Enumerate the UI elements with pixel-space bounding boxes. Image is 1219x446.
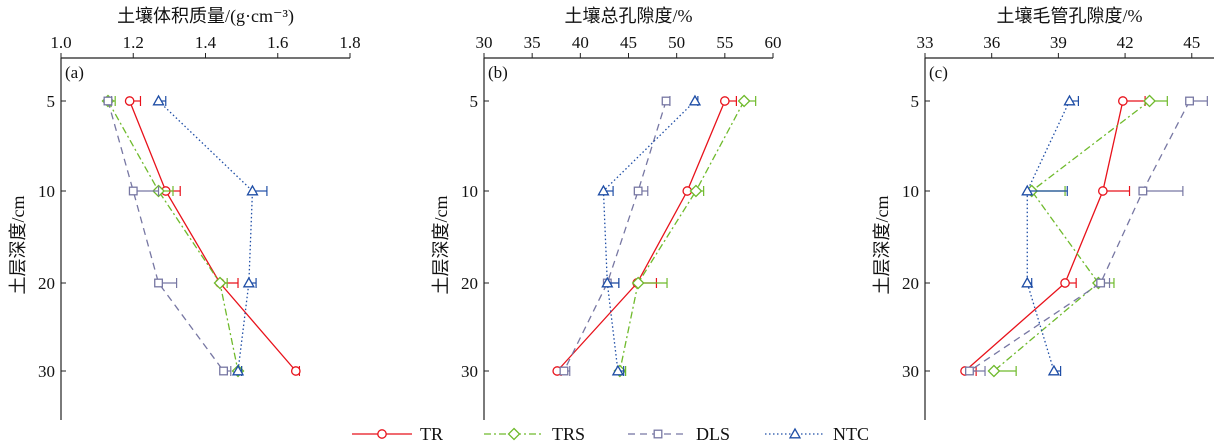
data-point-dls xyxy=(1186,97,1194,105)
panel-b: 30 35 40 45 50 55 60 土壤总孔隙度/% 5 10 20 30 土层深度/cm (b) xyxy=(431,6,782,420)
series-line xyxy=(557,101,725,371)
data-point-dls xyxy=(220,367,228,375)
y-tick-label: 10 xyxy=(38,182,55,201)
x-axis-title: 土壤总孔隙度/% xyxy=(565,6,693,26)
data-point-trs xyxy=(690,186,701,197)
x-axis-title: 土壤体积质量/(g·cm⁻³) xyxy=(117,6,294,27)
legend-marker-trs xyxy=(509,429,520,440)
data-point-dls xyxy=(662,97,670,105)
y-tick-label: 20 xyxy=(461,274,478,293)
panel-c: 33 36 39 42 45 土壤毛管孔隙度/% 5 10 20 30 土层深度/cm (c) xyxy=(872,6,1214,420)
legend-label: TR xyxy=(420,424,443,444)
data-point-tr xyxy=(1061,279,1069,287)
series-dls xyxy=(966,96,1208,376)
panel-label: (a) xyxy=(65,63,84,82)
x-tick-label: 35 xyxy=(524,33,541,52)
data-point-tr xyxy=(1119,97,1127,105)
series-line xyxy=(130,101,296,371)
y-tick-label: 5 xyxy=(911,92,920,111)
y-tick-label: 20 xyxy=(902,274,919,293)
series-ntc xyxy=(1022,96,1078,376)
x-tick-label: 1.6 xyxy=(267,33,288,52)
data-point-tr xyxy=(721,97,729,105)
x-tick-label: 60 xyxy=(765,33,782,52)
y-tick-label: 30 xyxy=(902,362,919,381)
x-tick-label: 1.4 xyxy=(195,33,217,52)
x-tick-label: 50 xyxy=(668,33,685,52)
x-tick-label: 30 xyxy=(476,33,493,52)
series-tr xyxy=(961,96,1145,376)
x-tick-label: 33 xyxy=(917,33,934,52)
series-line xyxy=(994,101,1150,371)
series-dls xyxy=(560,96,670,376)
series-trs xyxy=(988,96,1167,377)
data-point-ntc xyxy=(690,96,700,105)
series-line xyxy=(1027,101,1069,371)
x-tick-label: 1.0 xyxy=(50,33,71,52)
x-axis-title: 土壤毛管孔隙度/% xyxy=(997,6,1143,26)
data-point-dls xyxy=(966,367,974,375)
series-line xyxy=(108,101,224,371)
data-point-dls xyxy=(560,367,568,375)
legend-marker-dls xyxy=(654,430,662,438)
series-ntc xyxy=(154,96,267,376)
series-line xyxy=(965,101,1123,371)
y-tick-label: 20 xyxy=(38,274,55,293)
series-line xyxy=(969,101,1189,371)
legend: TR TRS DLS NTC xyxy=(352,424,869,444)
x-tick-label: 40 xyxy=(572,33,589,52)
y-tick-label: 30 xyxy=(38,362,55,381)
series-ntc xyxy=(598,96,700,376)
data-point-tr xyxy=(125,97,133,105)
legend-label: TRS xyxy=(552,424,585,444)
series-line xyxy=(603,101,695,371)
legend-item-trs: TRS xyxy=(484,424,585,444)
series-trs xyxy=(614,96,755,377)
data-point-dls xyxy=(155,279,163,287)
x-tick-label: 36 xyxy=(983,33,1000,52)
panel-a: 1.0 1.2 1.4 1.6 1.8 土壤体积质量/(g·cm⁻³) 5 10 20 30 土层深… xyxy=(8,6,361,420)
series-line xyxy=(620,101,744,371)
y-tick-label: 5 xyxy=(47,92,56,111)
data-point-dls xyxy=(104,97,112,105)
series-tr xyxy=(553,96,736,376)
series-line xyxy=(564,101,666,371)
data-point-dls xyxy=(1139,187,1147,195)
data-point-tr xyxy=(1099,187,1107,195)
data-point-dls xyxy=(634,187,642,195)
y-axis-title: 土层深度/cm xyxy=(431,196,451,295)
legend-item-ntc: NTC xyxy=(765,424,869,444)
y-tick-label: 30 xyxy=(461,362,478,381)
y-axis-title: 土层深度/cm xyxy=(872,196,892,295)
legend-item-dls: DLS xyxy=(628,424,730,444)
x-tick-label: 55 xyxy=(716,33,733,52)
legend-label: NTC xyxy=(833,424,869,444)
y-tick-label: 5 xyxy=(470,92,479,111)
legend-label: DLS xyxy=(696,424,730,444)
data-point-tr xyxy=(292,367,300,375)
series-line xyxy=(159,101,253,371)
y-axis-title: 土层深度/cm xyxy=(8,196,28,295)
y-tick-label: 10 xyxy=(902,182,919,201)
data-point-trs xyxy=(739,96,750,107)
series-trs xyxy=(102,96,243,377)
x-tick-label: 39 xyxy=(1050,33,1067,52)
x-tick-label: 1.2 xyxy=(123,33,144,52)
panel-label: (c) xyxy=(929,63,948,82)
x-tick-label: 1.8 xyxy=(339,33,360,52)
panel-label: (b) xyxy=(488,63,508,82)
series-dls xyxy=(104,96,231,376)
data-point-dls xyxy=(129,187,137,195)
series-tr xyxy=(125,96,300,376)
data-point-dls xyxy=(1097,279,1105,287)
legend-item-tr: TR xyxy=(352,424,443,444)
x-tick-label: 42 xyxy=(1117,33,1134,52)
x-tick-label: 45 xyxy=(1183,33,1200,52)
y-tick-label: 10 xyxy=(461,182,478,201)
x-tick-label: 45 xyxy=(620,33,637,52)
legend-marker-tr xyxy=(378,430,386,438)
series-line xyxy=(108,101,238,371)
